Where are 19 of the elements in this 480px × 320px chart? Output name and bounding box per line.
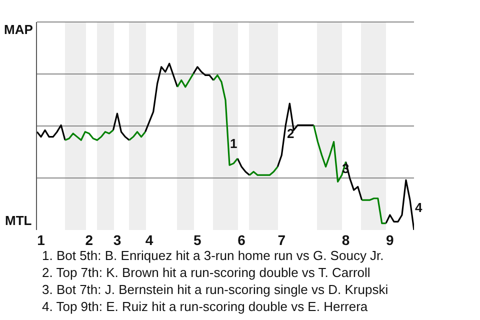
x-tick-label: 5 bbox=[194, 232, 202, 248]
x-tick-label: 3 bbox=[113, 232, 122, 248]
x-tick-label: 4 bbox=[145, 232, 154, 248]
text: 3. Bot 7th: J. Bernstein hit a run-scoring single vs D. Krupski bbox=[42, 282, 388, 297]
text: 2. Top 7th: K. Brown hit a run-scoring double vs T. Carroll bbox=[42, 265, 370, 280]
x-tick-label: 6 bbox=[238, 232, 246, 248]
text: 4 bbox=[415, 200, 423, 215]
x-tick-label: 9 bbox=[386, 232, 394, 248]
x-tick-label: 8 bbox=[342, 232, 350, 248]
annotation: 1 bbox=[230, 136, 238, 151]
x-tick-label: 7 bbox=[278, 232, 286, 248]
x-tick-label: 1 bbox=[37, 232, 46, 248]
text: 4. Top 9th: E. Ruiz hit a run-scoring double vs E. Herrera bbox=[42, 299, 368, 314]
x-tick-label: 2 bbox=[85, 232, 94, 248]
text: MTL bbox=[5, 213, 32, 228]
text: 1. Bot 5th: B. Enriquez hit a 3-run home run vs G. Soucy Jr. bbox=[42, 248, 384, 263]
annotation: 2 bbox=[287, 126, 294, 141]
text: MAP bbox=[4, 22, 34, 37]
annotation: 3 bbox=[342, 161, 350, 176]
